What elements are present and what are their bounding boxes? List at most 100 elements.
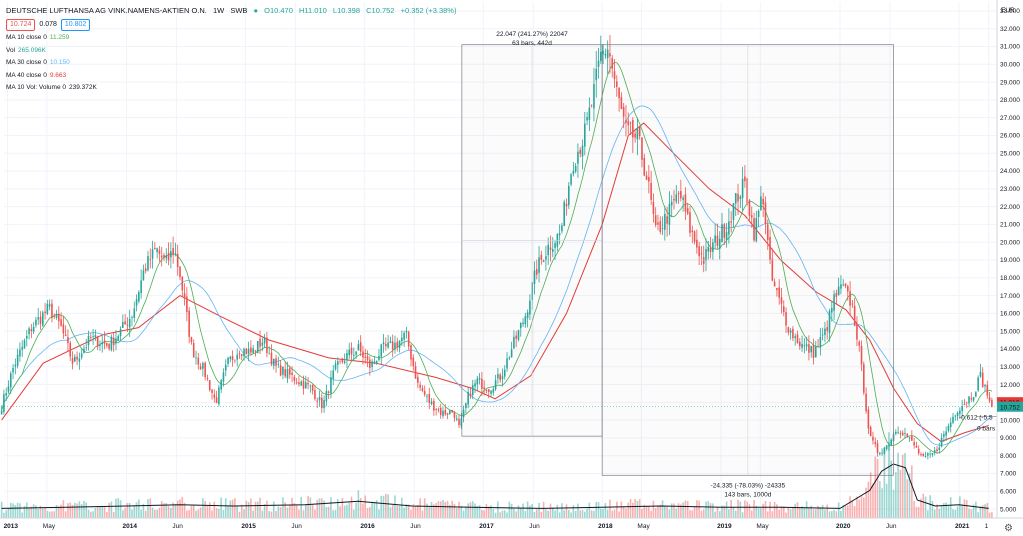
volume-bar	[769, 501, 771, 518]
volume-bar	[67, 503, 69, 518]
candle-body	[117, 335, 120, 341]
volume-bar	[380, 495, 383, 518]
volume-bar	[483, 510, 485, 518]
volume-bar	[490, 505, 492, 518]
volume-bar	[106, 511, 108, 518]
volume-bar	[549, 503, 552, 518]
candle-body	[915, 446, 918, 448]
volume-bar	[680, 504, 682, 518]
volume-bar	[366, 508, 369, 518]
candle-body	[478, 378, 481, 380]
volume-bar	[99, 506, 101, 518]
candle-body	[410, 345, 412, 360]
candle-body	[341, 358, 344, 362]
volume-bar	[218, 508, 220, 518]
indicator-row[interactable]: Vol 265.096K	[6, 46, 46, 56]
volume-bar	[709, 503, 712, 518]
volume-bar	[149, 498, 152, 518]
volume-bar	[652, 500, 655, 518]
candle-body	[23, 340, 26, 349]
candle-body	[222, 372, 225, 382]
volume-bar	[375, 500, 378, 518]
y-tick-label: 29.000	[1000, 79, 1020, 86]
volume-bar	[714, 511, 716, 518]
candle-body	[803, 345, 806, 347]
volume-bar	[897, 452, 899, 518]
candle-body	[725, 231, 728, 240]
candle-body	[398, 340, 401, 349]
candle-body	[421, 388, 424, 391]
volume-bar	[840, 511, 842, 518]
volume-bar	[332, 510, 335, 518]
candle-body	[247, 348, 250, 355]
candle-body	[618, 87, 620, 99]
volume-bar	[96, 506, 99, 518]
candle-body	[929, 453, 931, 455]
candle-body	[288, 368, 291, 375]
candle-body	[64, 334, 67, 337]
volume-bar	[561, 503, 563, 518]
volume-bar	[721, 505, 723, 518]
volume-bar	[945, 502, 947, 518]
measure-tools[interactable]: 22.047 (241.27%) 22047 63 bars, 442d -24.3…	[461, 31, 997, 498]
volume-bar	[316, 499, 319, 518]
sell-button[interactable]: 10.724	[6, 19, 36, 31]
candle-body	[600, 51, 602, 61]
candle-body	[801, 343, 803, 348]
candle-body	[85, 347, 88, 349]
candle-body	[138, 292, 140, 302]
candle-body	[483, 387, 485, 389]
volume-bar	[554, 510, 556, 518]
volume-bar	[846, 505, 849, 518]
symbol-title[interactable]: DEUTSCHE LUFTHANSA AG VINK.NAMENS-AKTIEN…	[6, 6, 207, 15]
candle-body	[99, 344, 101, 347]
price-axis[interactable]: 5.0006.0007.0008.0009.00010.00011.00012.…	[4, 0, 1023, 536]
candle-body	[558, 233, 561, 236]
candle-body	[467, 391, 469, 405]
y-tick-label: 26.000	[1000, 133, 1020, 140]
candle-body	[433, 400, 435, 411]
settings-gear-icon[interactable]: ⚙	[1004, 523, 1013, 534]
indicator-row[interactable]: MA 10 Vol: Volume 0 239.372K	[6, 83, 97, 93]
volume-bar	[286, 507, 289, 518]
candle-body	[90, 337, 92, 339]
candle-body	[940, 437, 943, 447]
volume-bar	[529, 505, 531, 518]
candle-body	[16, 354, 19, 366]
time-axis[interactable]: 2013 May 2014 Jun 2015 Jun 2016 Jun 2017 Jun 2018 M…	[0, 517, 1023, 530]
candle-body	[211, 389, 213, 393]
volume-bar	[664, 506, 666, 518]
volume-bar	[14, 504, 17, 518]
measure-up-label-2: 63 bars, 442d	[512, 40, 552, 47]
candle-body	[645, 175, 648, 180]
interval-label[interactable]: 1W	[212, 6, 225, 15]
volume-bar	[355, 502, 357, 518]
volume-bar	[117, 498, 120, 518]
volume-bar	[851, 500, 854, 518]
volume-bar	[90, 511, 92, 518]
up-dot-icon: ●	[253, 6, 259, 15]
indicator-row[interactable]: MA 30 close 0 10.150	[6, 58, 70, 68]
candle-body	[170, 251, 172, 258]
volume-ma-line	[1, 463, 989, 509]
volume-bar	[730, 499, 732, 518]
volume-bar	[458, 501, 460, 518]
y-tick-label: 28.000	[1000, 97, 1020, 104]
candle-body	[945, 431, 947, 436]
volume-bar	[908, 473, 911, 518]
buy-button[interactable]: 10.802	[60, 19, 91, 31]
volume-bar	[867, 481, 870, 518]
candle-body	[286, 368, 289, 379]
volume-bar	[339, 506, 341, 518]
candle-body	[364, 356, 367, 358]
candle-body	[163, 254, 165, 258]
indicator-row[interactable]: MA 10 close 0 11.259	[6, 33, 69, 43]
volume-bar	[126, 502, 129, 518]
volume-bar	[586, 508, 588, 518]
indicator-row[interactable]: MA 40 close 0 9.663	[6, 71, 66, 81]
candle-body	[250, 347, 252, 353]
volume-bar	[325, 507, 328, 518]
candle-body	[814, 346, 817, 358]
candle-body	[666, 216, 668, 224]
